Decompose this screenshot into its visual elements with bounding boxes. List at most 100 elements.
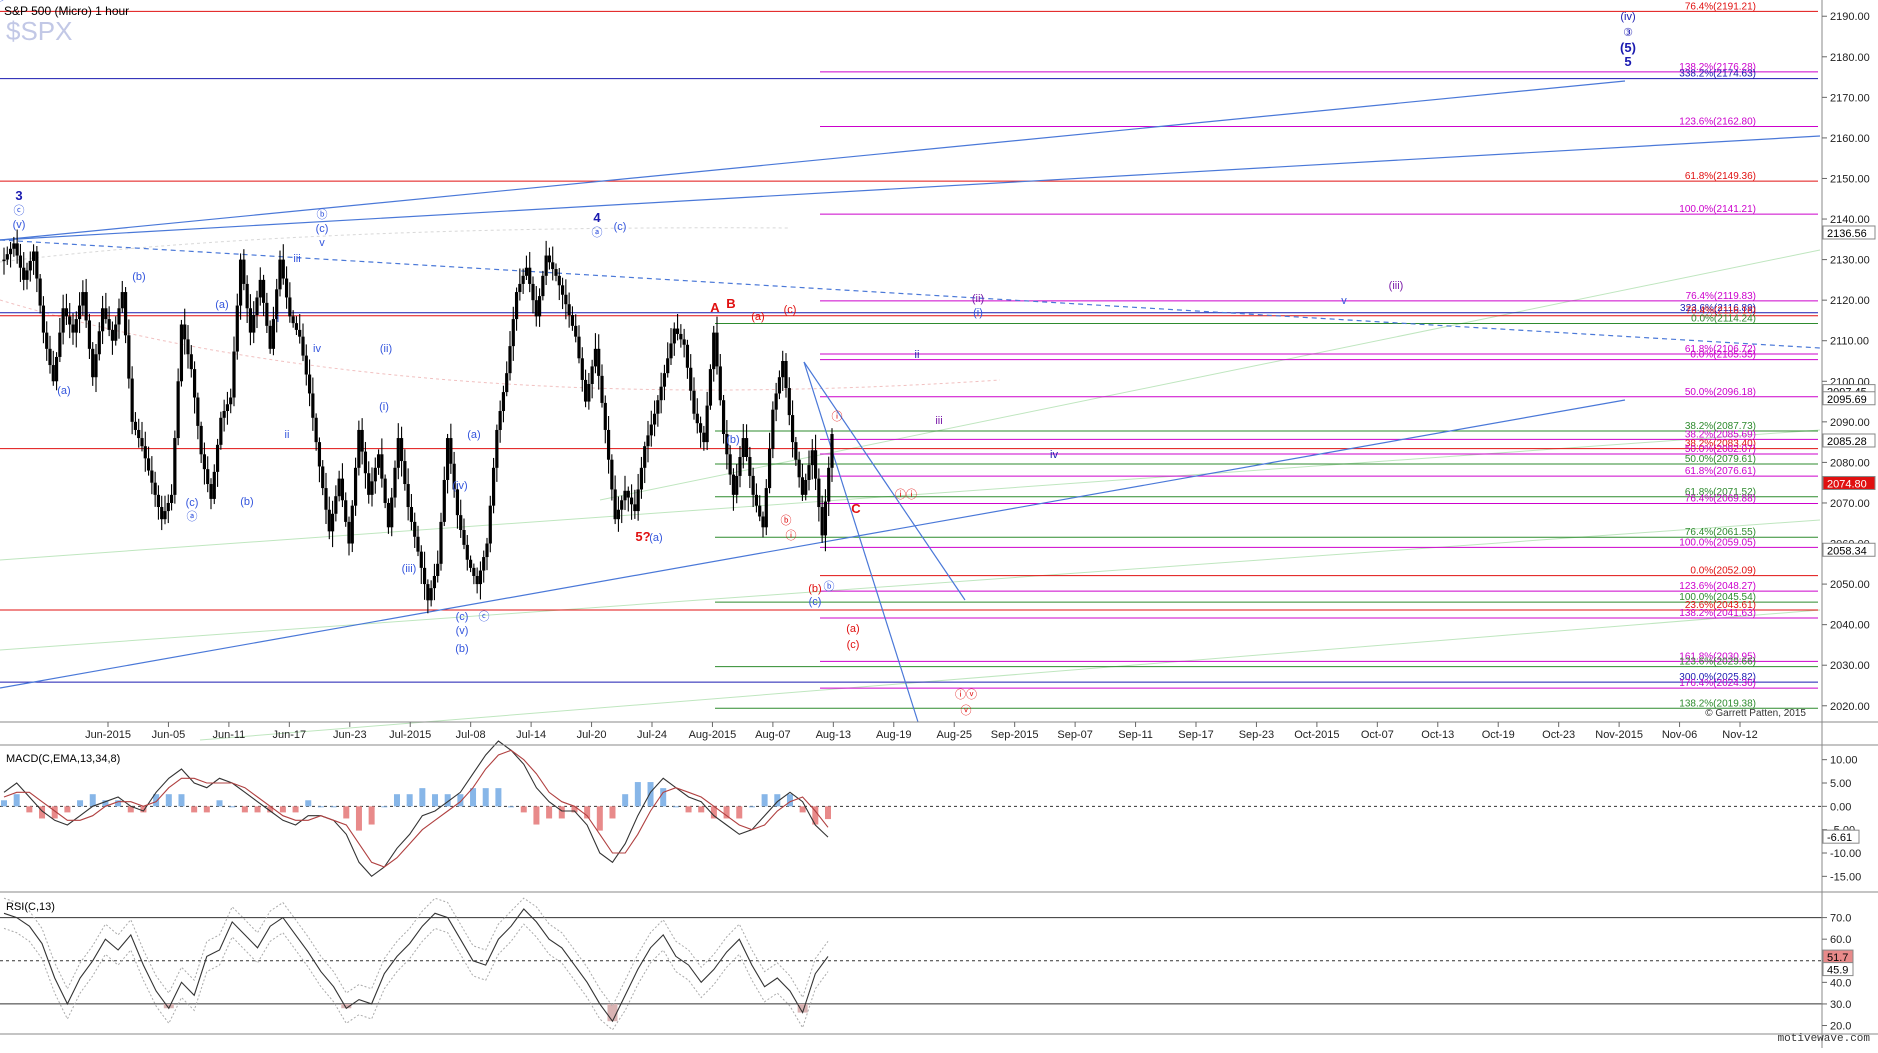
x-tick-label: Jun-05 [152, 729, 186, 741]
macd-histogram-bar [191, 806, 198, 813]
fib-level-label: 76.4%(2061.55) [1685, 527, 1756, 538]
candle-body [225, 404, 230, 412]
candle-body [265, 302, 269, 326]
macd-histogram-bar [77, 800, 84, 807]
macd-histogram-bar [216, 800, 223, 807]
candle-body [643, 446, 647, 468]
candle-body [541, 275, 545, 297]
candle-body [764, 488, 768, 528]
candle-body [252, 315, 256, 333]
candle-body [409, 507, 414, 522]
last-price-label: 2136.56 [1827, 228, 1867, 240]
macd-histogram-bar [761, 794, 768, 807]
x-tick-label: Jun-2015 [85, 729, 131, 741]
candle-body [413, 521, 417, 537]
candle-body [725, 434, 729, 455]
candle-body [774, 393, 778, 410]
macd-signal-line [3, 749, 829, 868]
candle-body [143, 446, 147, 459]
candle-body [232, 351, 236, 398]
candle-body [140, 438, 144, 447]
candle-body [206, 469, 210, 485]
candle-body [804, 479, 808, 495]
wave-label: A [710, 300, 720, 315]
wave-label: ③ [1623, 27, 1633, 39]
channel-line-lower [0, 399, 1626, 689]
candle-body [396, 438, 400, 468]
candle-body [15, 243, 19, 256]
candle-body [442, 479, 446, 522]
candle-body [212, 471, 216, 499]
macd-histogram-bar [229, 806, 236, 808]
candle-body [419, 551, 423, 568]
candle-body [560, 285, 565, 295]
last-price-badge [1822, 542, 1876, 557]
candle-body [35, 251, 39, 279]
candle-body [77, 305, 82, 320]
candle-body [370, 481, 374, 495]
candle-body [613, 489, 617, 520]
candle-body [692, 390, 696, 414]
fib-level-label: 38.2%(2085.69) [1685, 429, 1756, 440]
macd-histogram-bar [748, 806, 755, 808]
macd-histogram-bar [330, 806, 337, 808]
rsi-pane[interactable] [0, 897, 1822, 1031]
fib-level-label: 0.0%(2052.09) [1690, 566, 1756, 577]
wave-label: v [1341, 295, 1347, 307]
candle-body [511, 319, 515, 347]
candle-body [357, 429, 361, 468]
candle-body [682, 339, 686, 345]
candle-body [114, 324, 118, 341]
candle-body [38, 278, 42, 306]
macd-histogram-bar [140, 806, 147, 813]
candle-body [291, 316, 295, 324]
price-pane[interactable]: 76.4%(2191.21) 138.2%(2176.28)338.2%(2174… [0, 0, 1821, 723]
x-tick-label: Jul-08 [456, 729, 486, 741]
macd-histogram-bar [292, 806, 299, 813]
macd-histogram-bar [241, 806, 248, 813]
y-tick-label: 2070.00 [1830, 498, 1870, 510]
wave-label: (b) [132, 271, 145, 283]
wave-label: (iv) [452, 480, 467, 492]
y-tick-label: 2090.00 [1830, 417, 1870, 429]
wave-label: ⓐ [592, 226, 603, 239]
fib-level-label: 123.6%(2029.66) [1679, 657, 1756, 668]
macd-pane[interactable] [0, 740, 1822, 878]
macd-histogram-bar [799, 806, 806, 813]
y-tick-label: 2180.00 [1830, 52, 1870, 64]
last-price-badge [1822, 475, 1876, 490]
candle-body [721, 400, 726, 435]
candle-body [781, 361, 785, 378]
candle-body [390, 497, 394, 528]
wave-label: i [277, 313, 279, 325]
x-tick-label: Sep-17 [1178, 729, 1213, 741]
candle-body [738, 456, 742, 476]
macd-histogram-bar [622, 794, 629, 807]
candle-body [823, 501, 828, 536]
candle-body [137, 429, 141, 439]
wave-label: (c) [847, 639, 860, 651]
wave-label: iv [313, 343, 321, 355]
candle-body [248, 308, 253, 333]
last-price-label: 2058.34 [1827, 545, 1867, 557]
fib-level-label: 76.4%(2191.21) [1685, 1, 1756, 12]
x-tick-label: Jul-24 [637, 729, 667, 741]
candle-body [215, 444, 220, 472]
fib-level-label: 138.2%(2176.28) [1679, 62, 1756, 73]
wave-label: (iv) [1620, 11, 1635, 23]
candle-body [758, 505, 762, 517]
x-tick-label: Aug-19 [876, 729, 911, 741]
y-tick-label: 2170.00 [1830, 92, 1870, 104]
last-price-label: 2095.69 [1827, 394, 1867, 406]
candle-body [84, 292, 88, 321]
candle-body [570, 315, 575, 326]
candle-body [498, 411, 502, 430]
macd-histogram-bar [355, 806, 362, 831]
candle-body [393, 467, 397, 498]
candle-body [8, 248, 13, 255]
wave-label: (a) [649, 532, 662, 544]
rsi-oversold-fill [341, 1003, 352, 1009]
fib-level-label: 100.0%(2045.54) [1679, 592, 1756, 603]
